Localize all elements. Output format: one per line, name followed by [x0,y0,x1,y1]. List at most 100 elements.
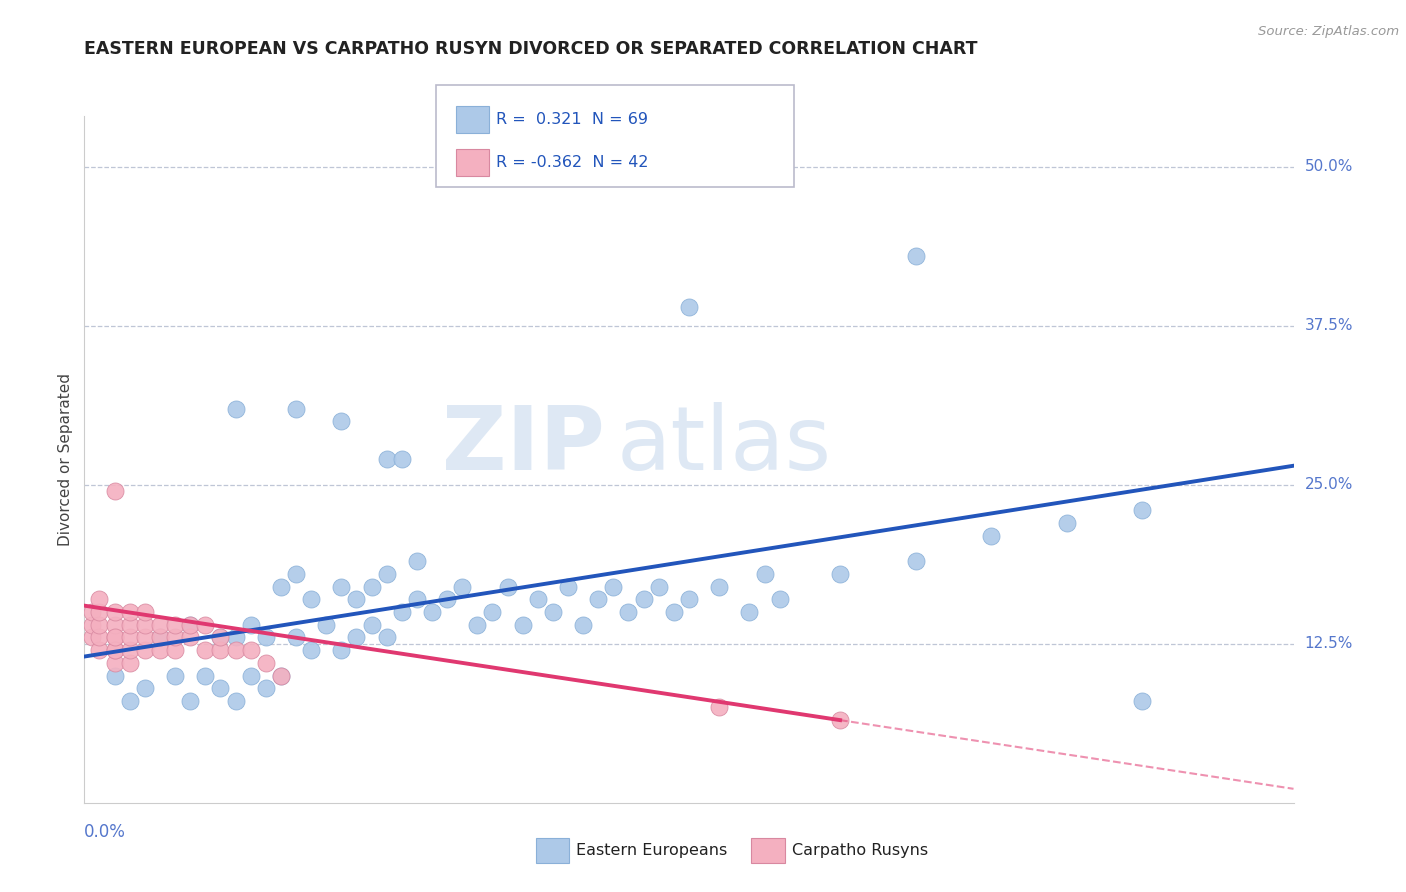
Point [239,617,262,632]
Point [225,401,247,416]
Point [179,617,201,632]
Point [104,668,127,682]
Point [980,529,1002,543]
Point [163,617,186,632]
Point [89,643,111,657]
Point [104,656,127,670]
Point [330,414,353,428]
Point [375,452,398,467]
Point [738,605,761,619]
Point [406,592,429,607]
Point [80,631,103,645]
Point [754,566,776,581]
Point [179,694,201,708]
Text: 37.5%: 37.5% [1305,318,1353,334]
Point [617,605,640,619]
Point [104,617,127,632]
Point [104,484,127,499]
Point [89,631,111,645]
Point [194,617,217,632]
Point [1130,503,1153,517]
Point [163,668,186,682]
Point [163,631,186,645]
Point [89,592,111,607]
Point [194,643,217,657]
Point [118,631,141,645]
Text: 0.0%: 0.0% [84,823,127,841]
Point [420,605,443,619]
Point [239,668,262,682]
Point [163,643,186,657]
Text: 25.0%: 25.0% [1305,477,1353,492]
Point [284,566,308,581]
Point [709,580,731,594]
Text: atlas: atlas [616,402,831,489]
Point [118,656,141,670]
Point [104,631,127,645]
Point [134,605,156,619]
Point [375,631,398,645]
Point [375,566,398,581]
Point [270,580,292,594]
Point [254,681,277,696]
Point [1056,516,1078,530]
Point [80,617,103,632]
Point [451,580,474,594]
Point [678,592,700,607]
Point [436,592,458,607]
Point [209,631,232,645]
Point [209,681,232,696]
Point [225,694,247,708]
Point [179,617,201,632]
Point [149,631,172,645]
Point [89,605,111,619]
Point [391,452,413,467]
Point [118,617,141,632]
Text: EASTERN EUROPEAN VS CARPATHO RUSYN DIVORCED OR SEPARATED CORRELATION CHART: EASTERN EUROPEAN VS CARPATHO RUSYN DIVOR… [84,40,977,58]
Point [254,631,277,645]
Text: 12.5%: 12.5% [1305,636,1353,651]
Point [270,668,292,682]
Point [209,631,232,645]
Point [1130,694,1153,708]
Point [104,605,127,619]
Point [406,554,429,568]
Point [904,554,927,568]
Point [633,592,655,607]
Point [330,643,353,657]
Point [346,592,368,607]
Point [209,643,232,657]
Point [179,631,201,645]
Point [346,631,368,645]
Point [299,643,322,657]
Point [118,605,141,619]
Text: 50.0%: 50.0% [1305,160,1353,174]
Point [254,656,277,670]
Point [662,605,685,619]
Text: Carpatho Rusyns: Carpatho Rusyns [792,843,928,857]
Point [284,631,308,645]
Point [118,694,141,708]
Point [360,617,382,632]
Point [557,580,579,594]
Point [572,617,595,632]
Point [330,580,353,594]
Point [904,249,927,263]
Point [284,401,308,416]
Point [467,617,489,632]
Point [239,643,262,657]
Point [118,643,141,657]
Point [134,681,156,696]
Point [588,592,610,607]
Point [678,300,700,314]
Point [89,617,111,632]
Point [225,631,247,645]
Point [299,592,322,607]
Point [647,580,671,594]
Point [149,617,172,632]
Point [496,580,519,594]
Point [104,643,127,657]
Point [769,592,792,607]
Point [602,580,624,594]
Point [541,605,564,619]
